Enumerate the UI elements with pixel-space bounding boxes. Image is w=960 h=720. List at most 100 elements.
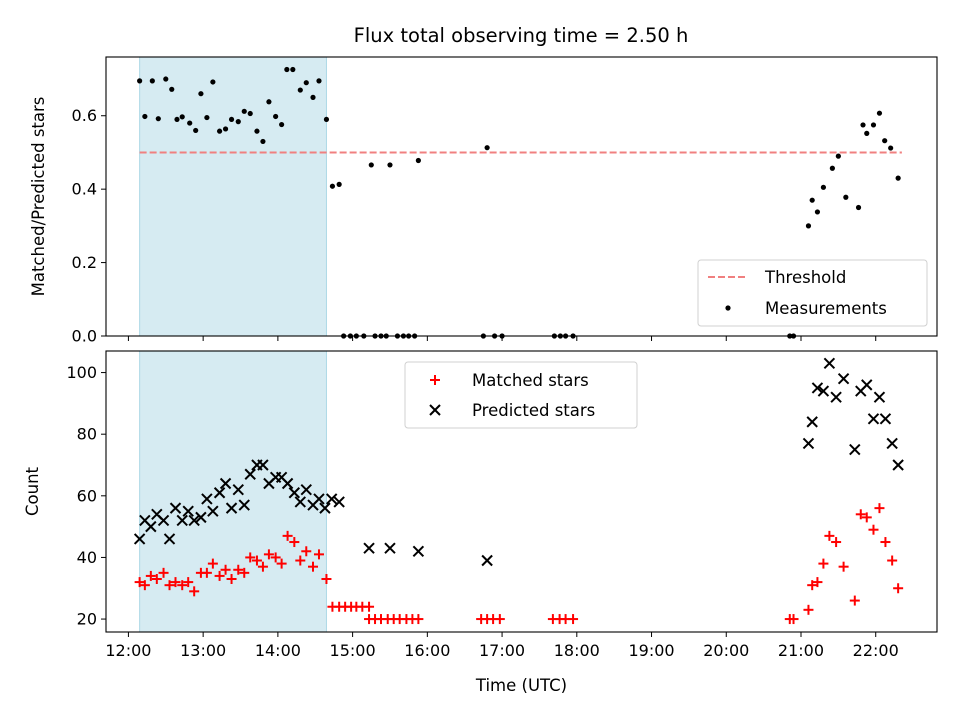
measurement-point [805,223,812,229]
matched-point [849,595,860,606]
x-tick-label: 13:00 [180,641,226,660]
matched-point [201,567,212,578]
matched-point [226,574,237,585]
matched-point [282,530,293,541]
measurement-point [895,175,901,181]
matched-point [251,555,262,566]
predicted-point [886,437,898,450]
matched-point [494,614,505,625]
measurement-point [179,114,185,120]
legend-predicted-label: Predicted stars [472,401,595,420]
measurement-point [155,116,161,122]
matched-point [245,552,256,563]
bottom-y-tick-label: 80 [77,425,97,444]
bottom-legend: Matched stars Predicted stars [404,361,638,429]
matched-point [887,555,898,566]
predicted-point [300,483,312,496]
top-y-axis-label: Matched/Predicted stars [29,97,48,297]
legend-matched-label: Matched stars [472,371,589,390]
bottom-panel: 20 40 60 80 100 12:00 13:00 14:00 15:00 16:00 17:… [23,350,938,695]
bottom-highlight-span [139,350,327,633]
x-axis-label: Time (UTC) [475,676,567,695]
x-tick-label: 14:00 [255,641,301,660]
matched-point [855,509,866,520]
matched-point [812,577,823,588]
matched-point [301,546,312,557]
legend-measurements-swatch [725,305,731,311]
measurement-point [387,162,393,168]
measurement-point [835,153,841,159]
predicted-point [219,477,232,490]
measurement-point [284,66,290,73]
measurement-point [235,119,241,125]
bottom-legend-box [404,361,638,429]
matched-point [289,537,300,548]
matched-point [220,564,231,575]
predicted-point [817,385,830,397]
measurement-point [279,121,285,128]
measurement-point [210,79,216,85]
x-tick-label: 21:00 [778,641,824,660]
x-tick-label: 22:00 [853,641,899,660]
bottom-x-ticks: 12:00 13:00 14:00 15:00 16:00 17:00 18:00 19:00… [105,632,899,660]
measurement-point [193,127,199,134]
matched-point [276,558,287,569]
predicted-point [207,505,219,517]
matched-point [177,580,188,591]
measurement-point [882,138,888,144]
top-highlight-span [139,56,327,337]
measurement-point [864,130,870,136]
measurement-point [368,162,374,168]
measurement-point [174,116,180,123]
predicted-point [188,514,200,527]
measurement-point [415,157,421,164]
measurement-point [204,114,210,121]
measurement-point [266,99,272,105]
predicted-point [363,542,375,554]
predicted-point [201,493,213,505]
matched-point [164,580,175,591]
measurement-point [303,80,309,86]
matched-point [134,577,145,588]
measurement-point [198,91,204,97]
predicted-point [195,511,207,524]
matched-point [788,614,799,625]
predicted-point [849,443,861,456]
matched-point [145,570,156,581]
predicted-point [145,520,157,533]
matched-point [874,503,885,514]
matched-point [880,537,891,548]
matched-point [321,574,332,585]
measurement-point [290,66,296,73]
bottom-y-tick-label: 20 [77,610,97,629]
predicted-point [837,373,850,385]
top-legend: Threshold Measurements [697,259,928,327]
measurement-point [169,86,175,92]
predicted-point [806,416,818,428]
matched-point [295,555,306,566]
top-y-ticks: 0.0 0.2 0.4 0.6 [72,106,106,346]
measurement-point [820,184,827,190]
predicted-point [892,459,904,471]
matched-point [308,561,319,572]
predicted-point [802,437,815,450]
measurement-point [241,108,247,114]
matched-point [207,558,218,569]
x-tick-label: 12:00 [105,641,151,660]
bottom-axes-frame [105,350,938,633]
top-legend-box [697,259,928,327]
chart-title: Flux total observing time = 2.50 h [354,24,689,47]
matched-point [413,614,424,625]
measurement-point [888,145,894,151]
measurement-point [336,181,342,187]
measurement-point [323,116,330,123]
legend-plus-marker [430,375,440,385]
predicted-point [157,514,170,527]
measurement-point [254,128,260,134]
predicted-point [238,499,250,511]
legend-threshold-label: Threshold [764,268,846,287]
predicted-point [481,554,493,567]
measurement-point [829,165,835,171]
predicted-point [873,391,886,403]
